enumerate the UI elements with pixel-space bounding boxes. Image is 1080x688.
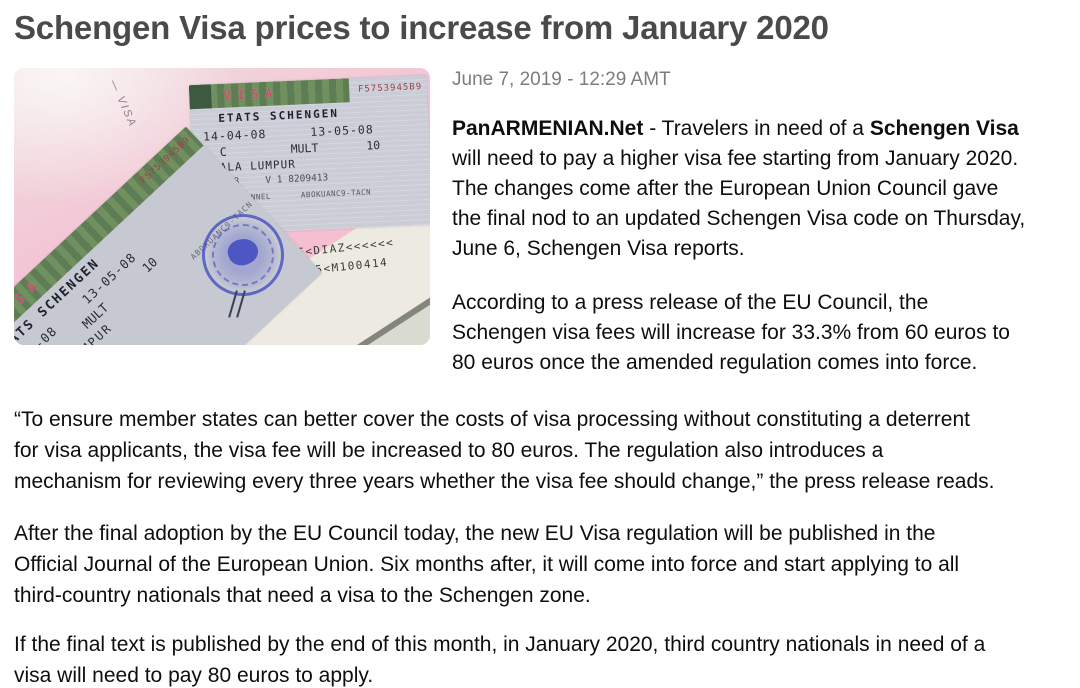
paragraph-4: After the final adoption by the EU Counc… <box>14 518 1066 611</box>
paragraph-line: If the final text is published by the en… <box>14 633 986 656</box>
sticker-serial: F5753945B9 <box>357 82 423 95</box>
visa-entries: MULT <box>290 140 319 156</box>
visa-date-from: 14-04-08 <box>202 126 267 144</box>
article-title: Schengen Visa prices to increase from Ja… <box>14 9 829 46</box>
paragraph-line: June 6, Schengen Visa reports. <box>452 237 745 260</box>
keyword-bold: Schengen Visa <box>869 117 1019 140</box>
article-body: “To ensure member states can better cove… <box>14 404 1066 688</box>
paragraph-line: will need to pay a higher visa fee start… <box>452 147 1019 170</box>
paragraph-2: According to a press release of the EU C… <box>452 288 1066 378</box>
visa-small-numbers: V 1 8209413 <box>265 172 329 187</box>
round-stamp-icon <box>202 214 284 296</box>
handwritten-visa-note: — VISA <box>107 78 139 130</box>
paragraph-line: PanARMENIAN.Net - Travelers in need of a… <box>452 114 1066 144</box>
visa-band-label: VISA <box>223 85 279 104</box>
paragraph-line: for visa applicants, the visa fee will b… <box>14 439 884 462</box>
pen-scribble-icon <box>222 290 252 324</box>
article-lead-column: June 7, 2019 - 12:29 AMT PanARMENIAN.Net… <box>452 68 1066 378</box>
paragraph-line: The changes come after the European Unio… <box>452 177 999 200</box>
paragraph-5: If the final text is published by the en… <box>14 629 1066 688</box>
paragraph-line: According to a press release of the EU C… <box>452 291 929 314</box>
paragraph-line: third-country nationals that need a visa… <box>14 584 591 607</box>
visa-type: C <box>219 144 228 159</box>
paragraph-line: Official Journal of the European Union. … <box>14 553 960 576</box>
article-photo: — VISA VISA F5753945B9 ETATS SCHENGEN 14… <box>14 68 430 345</box>
paragraph-line: the final nod to an updated Schengen Vis… <box>452 207 1026 230</box>
visa-band-block <box>188 84 212 110</box>
visa-date-to: 13-05-08 <box>310 122 375 139</box>
paragraph-line: visa will need to pay 80 euros to apply. <box>14 664 374 687</box>
publish-date: June 7, 2019 - 12:29 AMT <box>452 69 671 90</box>
visa-duration: 10 <box>365 137 381 153</box>
stamp-emblem-icon <box>224 235 262 269</box>
content-row: — VISA VISA F5753945B9 ETATS SCHENGEN 14… <box>14 68 1066 378</box>
source-name: PanARMENIAN.Net <box>452 117 644 140</box>
paragraph-line: 80 euros once the amended regulation com… <box>452 351 978 374</box>
paragraph-line: mechanism for reviewing every three year… <box>14 470 995 493</box>
paragraph-line: “To ensure member states can better cove… <box>14 408 970 431</box>
visa-small-text-2: ABOKUANC9-TACN <box>300 187 372 200</box>
paragraph-text: - Travelers in need of a <box>643 117 870 140</box>
paragraph-line: Schengen visa fees will increase for 33.… <box>452 321 1010 344</box>
paragraph-1: PanARMENIAN.Net - Travelers in need of a… <box>452 114 1066 264</box>
paragraph-line: After the final adoption by the EU Counc… <box>14 522 936 545</box>
paragraph-3: “To ensure member states can better cove… <box>14 404 1066 497</box>
